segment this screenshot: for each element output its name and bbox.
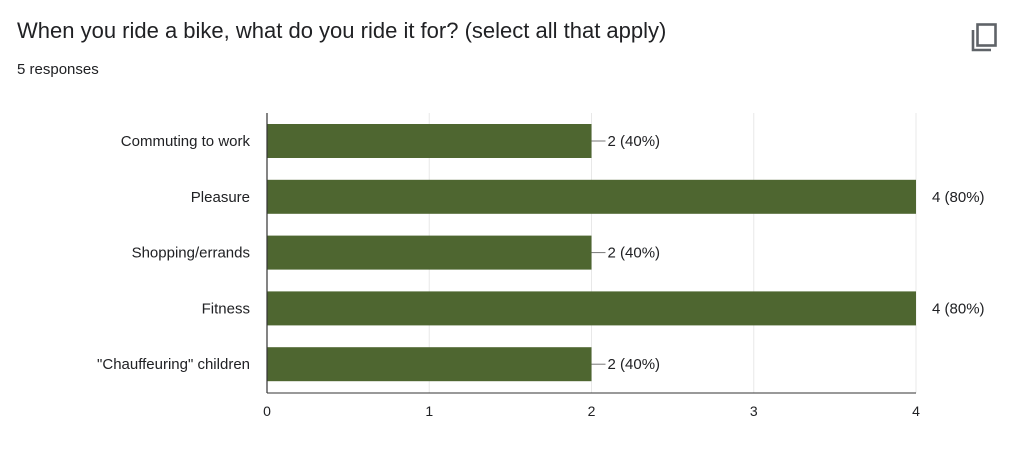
bar[interactable]: [267, 124, 592, 158]
bar[interactable]: [267, 291, 916, 326]
labels: 0 1 2 3 4 Commuting to work 2 (40%) Pleasure 4 (…: [97, 133, 985, 419]
data-label: 2 (40%): [608, 356, 661, 373]
x-tick-label: 4: [912, 403, 920, 419]
copy-chart-button[interactable]: [966, 19, 1002, 55]
category-label: "Chauffeuring" children: [97, 356, 250, 373]
question-title: When you ride a bike, what do you ride i…: [17, 18, 667, 43]
axes: [266, 113, 916, 394]
category-label: Commuting to work: [121, 133, 251, 150]
data-label: 2 (40%): [608, 245, 661, 262]
data-label: 4 (80%): [932, 189, 985, 206]
data-label: 4 (80%): [932, 300, 985, 317]
bar[interactable]: [267, 179, 916, 214]
bar[interactable]: [267, 235, 592, 270]
data-label: 2 (40%): [608, 133, 661, 150]
category-label: Fitness: [202, 300, 250, 317]
category-label: Pleasure: [191, 189, 250, 206]
bars: [267, 124, 916, 382]
x-tick-label: 3: [750, 403, 758, 419]
category-label: Shopping/errands: [132, 245, 250, 262]
bar[interactable]: [267, 347, 592, 382]
x-tick-label: 2: [588, 403, 596, 419]
copy-icon: [971, 23, 997, 52]
response-count: 5 responses: [17, 61, 99, 78]
x-tick-label: 1: [425, 403, 433, 419]
x-tick-label: 0: [263, 403, 271, 419]
